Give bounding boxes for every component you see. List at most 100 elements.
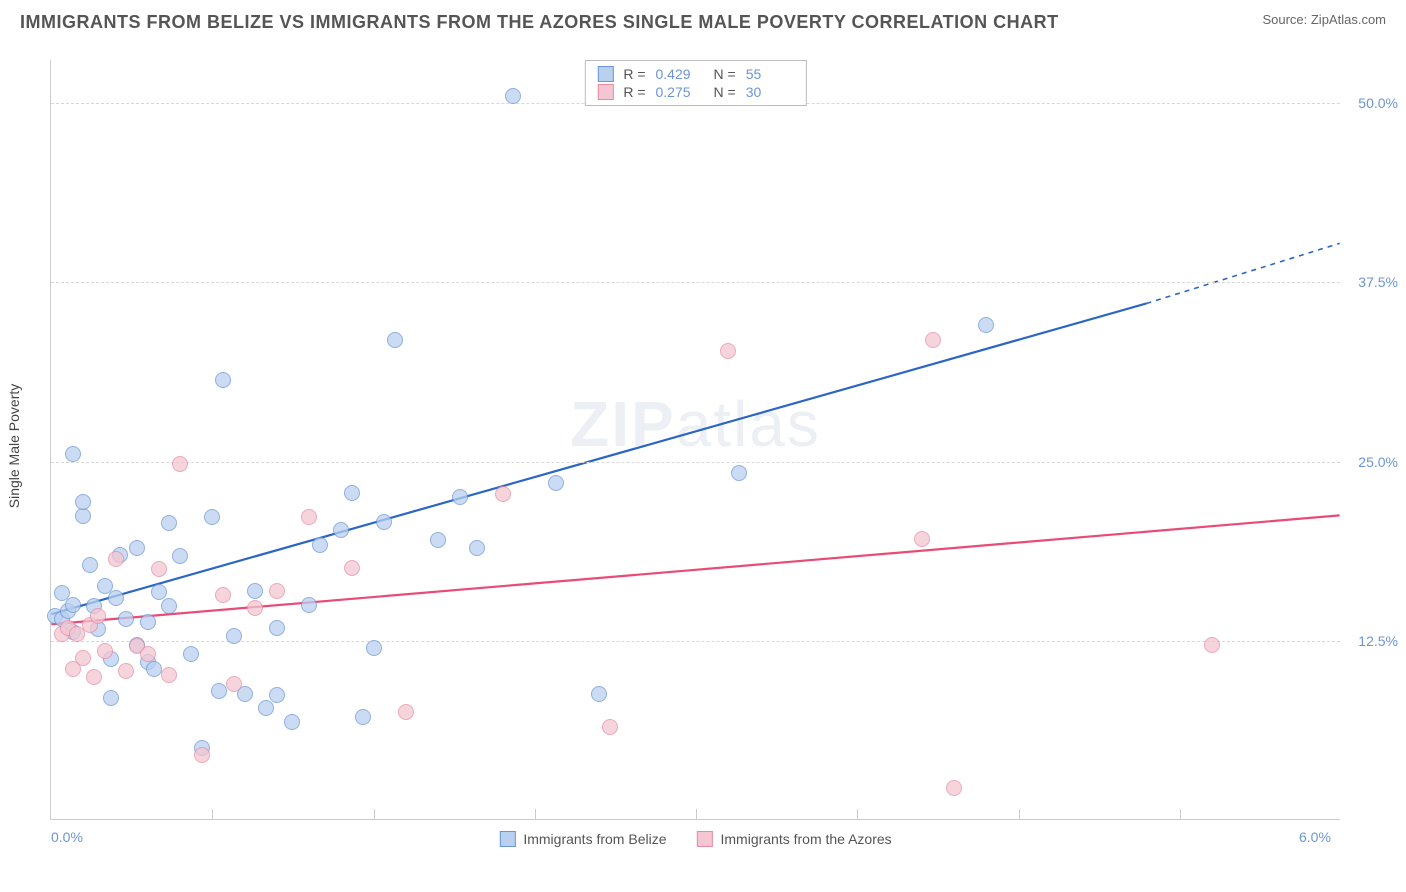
scatter-point-belize <box>172 548 188 564</box>
scatter-point-belize <box>108 590 124 606</box>
scatter-point-belize <box>269 687 285 703</box>
scatter-point-belize <box>355 709 371 725</box>
legend-r-label: R = <box>623 66 645 82</box>
x-minor-tick <box>535 809 536 819</box>
x-minor-tick <box>1180 809 1181 819</box>
scatter-point-azores <box>495 486 511 502</box>
gridline-h <box>51 282 1340 283</box>
scatter-point-belize <box>65 446 81 462</box>
scatter-point-belize <box>548 475 564 491</box>
scatter-point-azores <box>161 667 177 683</box>
x-minor-tick <box>696 809 697 819</box>
scatter-point-azores <box>269 583 285 599</box>
legend-item-azores: Immigrants from the Azores <box>696 831 891 847</box>
x-minor-tick <box>857 809 858 819</box>
scatter-point-belize <box>146 661 162 677</box>
legend-r-value: 0.275 <box>656 84 704 100</box>
legend-swatch-belize <box>597 66 613 82</box>
scatter-point-belize <box>430 532 446 548</box>
regression-line-belize <box>51 303 1146 614</box>
scatter-point-azores <box>914 531 930 547</box>
legend-series-name: Immigrants from the Azores <box>720 831 891 847</box>
scatter-point-azores <box>194 747 210 763</box>
scatter-point-belize <box>118 611 134 627</box>
scatter-point-azores <box>86 669 102 685</box>
scatter-point-belize <box>284 714 300 730</box>
x-minor-tick <box>374 809 375 819</box>
scatter-point-azores <box>344 560 360 576</box>
watermark: ZIPatlas <box>570 387 821 461</box>
regression-line-belize-extrapolated <box>1146 243 1339 303</box>
scatter-point-belize <box>978 317 994 333</box>
scatter-point-belize <box>75 508 91 524</box>
legend-series-name: Immigrants from Belize <box>523 831 666 847</box>
legend-stats-box: R =0.429N =55R =0.275N =30 <box>584 60 806 106</box>
scatter-point-belize <box>65 597 81 613</box>
scatter-point-azores <box>151 561 167 577</box>
scatter-point-belize <box>204 509 220 525</box>
legend-r-label: R = <box>623 84 645 100</box>
scatter-point-belize <box>591 686 607 702</box>
scatter-point-belize <box>469 540 485 556</box>
x-tick-label: 0.0% <box>51 829 83 845</box>
legend-stat-row-azores: R =0.275N =30 <box>597 83 793 101</box>
legend-swatch-azores <box>597 84 613 100</box>
scatter-point-azores <box>75 650 91 666</box>
scatter-point-belize <box>151 584 167 600</box>
scatter-point-azores <box>118 663 134 679</box>
scatter-point-belize <box>731 465 747 481</box>
legend-n-value: 55 <box>746 66 794 82</box>
scatter-point-belize <box>247 583 263 599</box>
scatter-point-belize <box>140 614 156 630</box>
gridline-h <box>51 462 1340 463</box>
scatter-point-azores <box>946 780 962 796</box>
legend-item-belize: Immigrants from Belize <box>499 831 666 847</box>
scatter-plot-area: ZIPatlas R =0.429N =55R =0.275N =30 Immi… <box>50 60 1340 820</box>
x-tick-label: 6.0% <box>1299 829 1331 845</box>
scatter-point-belize <box>75 494 91 510</box>
scatter-point-azores <box>215 587 231 603</box>
regression-line-azores <box>51 515 1339 624</box>
scatter-point-belize <box>82 557 98 573</box>
legend-swatch-azores <box>696 831 712 847</box>
gridline-h <box>51 641 1340 642</box>
legend-n-label: N = <box>714 84 736 100</box>
source-attribution: Source: ZipAtlas.com <box>1262 12 1386 27</box>
scatter-point-belize <box>505 88 521 104</box>
scatter-point-belize <box>312 537 328 553</box>
legend-n-label: N = <box>714 66 736 82</box>
y-tick-label: 50.0% <box>1358 95 1398 111</box>
scatter-point-belize <box>301 597 317 613</box>
scatter-point-belize <box>269 620 285 636</box>
y-tick-label: 37.5% <box>1358 274 1398 290</box>
scatter-point-azores <box>602 719 618 735</box>
scatter-point-azores <box>398 704 414 720</box>
legend-swatch-belize <box>499 831 515 847</box>
scatter-point-azores <box>90 608 106 624</box>
scatter-point-azores <box>226 676 242 692</box>
x-minor-tick <box>1019 809 1020 819</box>
scatter-point-azores <box>108 551 124 567</box>
y-tick-label: 25.0% <box>1358 454 1398 470</box>
scatter-point-belize <box>226 628 242 644</box>
scatter-point-belize <box>258 700 274 716</box>
scatter-point-azores <box>97 643 113 659</box>
scatter-point-belize <box>344 485 360 501</box>
scatter-point-azores <box>172 456 188 472</box>
legend-series: Immigrants from Belize Immigrants from th… <box>499 831 891 847</box>
y-axis-title: Single Male Poverty <box>6 384 22 509</box>
scatter-point-azores <box>140 646 156 662</box>
scatter-point-belize <box>452 489 468 505</box>
scatter-point-belize <box>333 522 349 538</box>
y-tick-label: 12.5% <box>1358 633 1398 649</box>
chart-title: IMMIGRANTS FROM BELIZE VS IMMIGRANTS FRO… <box>20 12 1059 33</box>
scatter-point-belize <box>215 372 231 388</box>
x-minor-tick <box>212 809 213 819</box>
scatter-point-belize <box>183 646 199 662</box>
scatter-point-belize <box>161 598 177 614</box>
scatter-point-azores <box>247 600 263 616</box>
regression-lines-layer <box>51 60 1340 819</box>
scatter-point-belize <box>211 683 227 699</box>
scatter-point-belize <box>161 515 177 531</box>
scatter-point-belize <box>387 332 403 348</box>
